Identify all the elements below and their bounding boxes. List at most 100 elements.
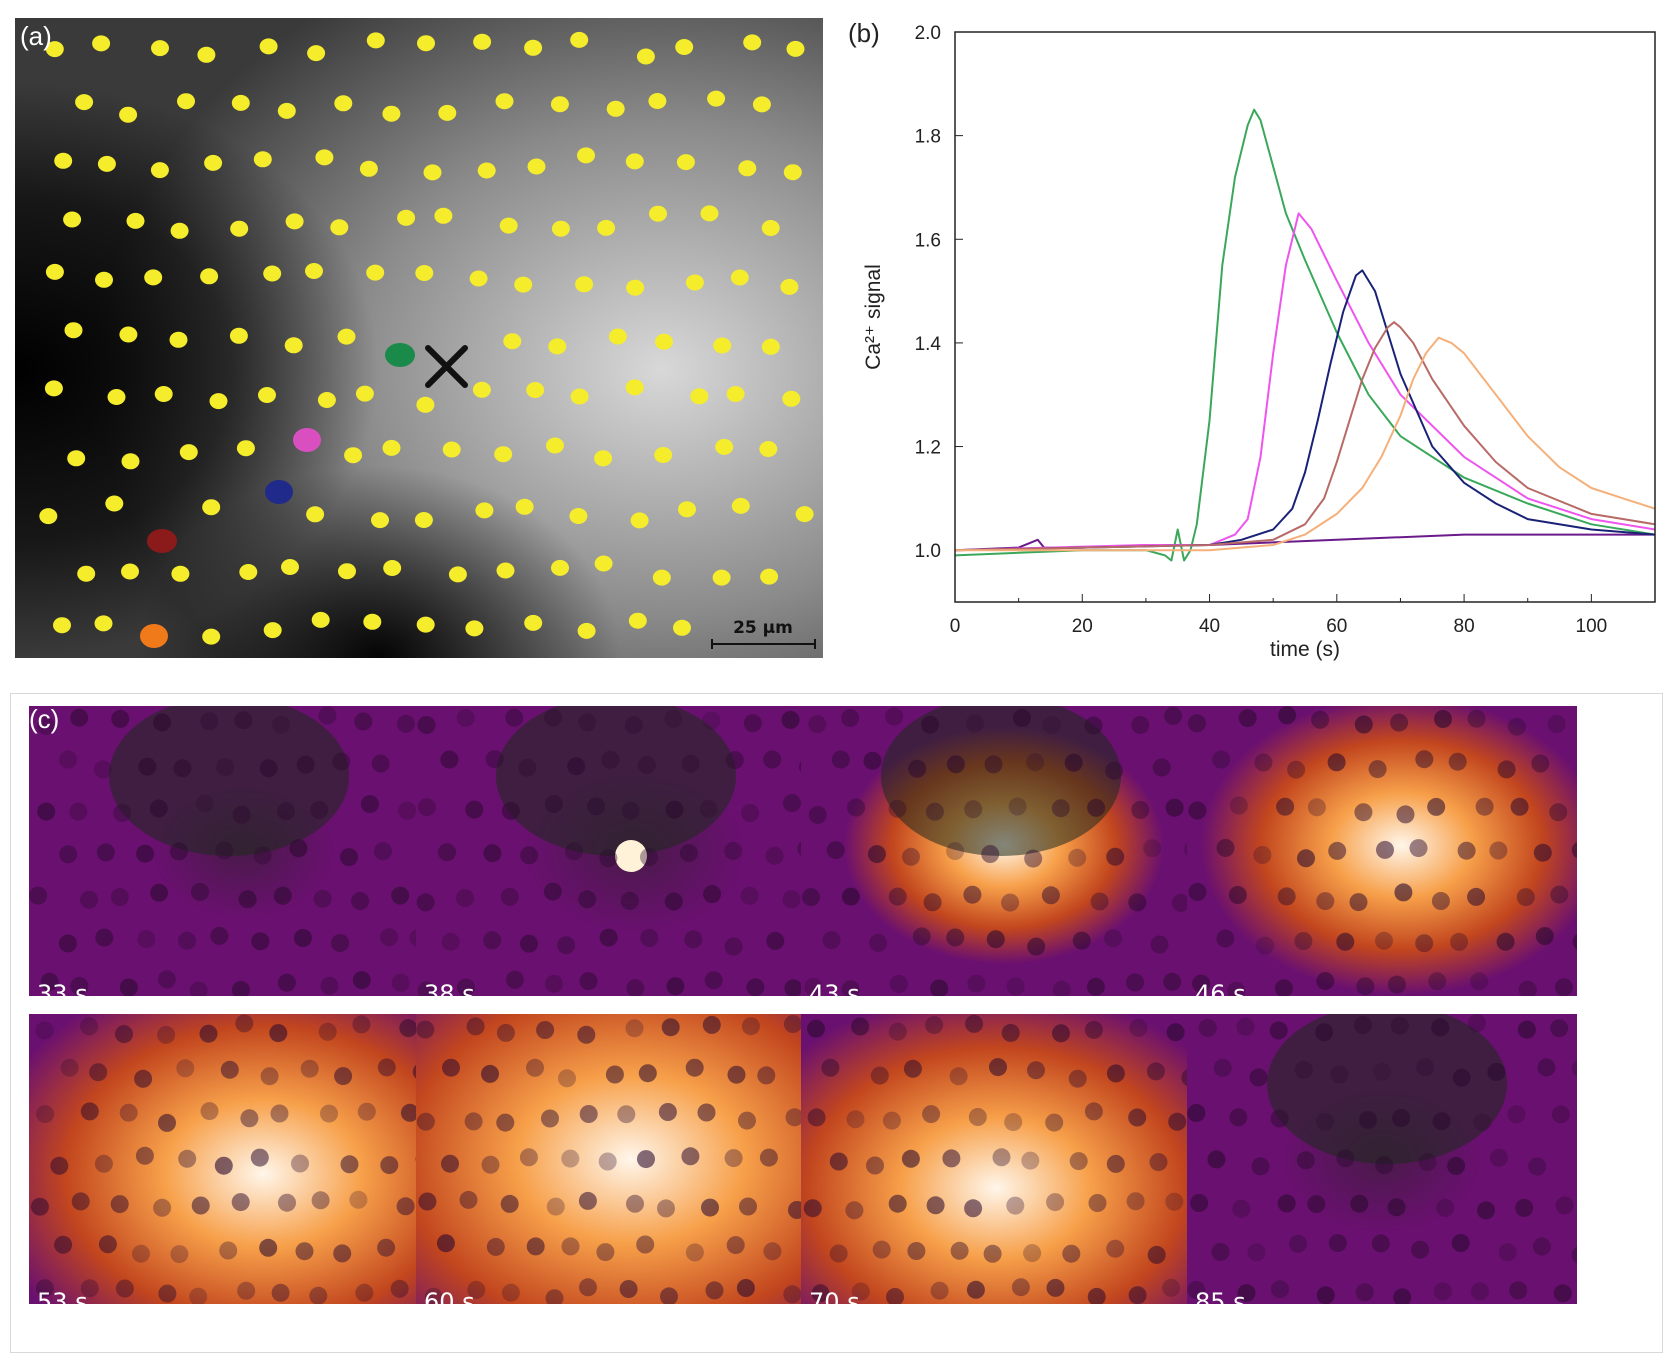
cell-marker (414, 512, 433, 528)
series-line (954, 212, 1656, 552)
frame-time-label: 38 s (424, 980, 475, 1008)
cell-marker (550, 96, 569, 113)
cell-marker (738, 160, 757, 177)
cell-marker (144, 269, 163, 286)
x-tick-label: 100 (1576, 616, 1608, 637)
fluorescence-frame-image (801, 1014, 1191, 1304)
frame-time-label: 60 s (424, 1288, 475, 1316)
cell-marker (678, 501, 696, 518)
cell-marker (685, 274, 704, 291)
frame-time-label: 43 s (809, 980, 860, 1008)
cell-marker (169, 331, 188, 348)
cell-marker (305, 263, 323, 279)
cell-marker (569, 508, 588, 524)
cell-marker (209, 393, 228, 410)
microscopy-image-panel: 25 µm (a) (15, 18, 823, 658)
cell-marker (330, 219, 349, 236)
cell-marker (625, 153, 644, 170)
cell-marker (514, 276, 533, 293)
fluorescence-frame-image (29, 1014, 419, 1304)
cell-marker (94, 615, 113, 632)
cell-marker (726, 386, 745, 402)
cell-marker (334, 95, 353, 112)
frame-time-label: 33 s (37, 980, 88, 1008)
fluorescence-frame-image (416, 1014, 806, 1304)
cell-marker (39, 508, 58, 525)
red-cell-marker (147, 529, 177, 553)
fluorescence-frame-image (1187, 706, 1577, 996)
cell-marker (743, 34, 762, 51)
cell-marker (630, 512, 649, 529)
cell-marker (594, 555, 613, 572)
cell-marker (416, 396, 435, 413)
cell-marker (263, 265, 282, 282)
plot-frame (954, 31, 1656, 603)
cell-marker (496, 562, 515, 579)
frame-time-label: 53 s (37, 1288, 88, 1316)
cell-marker (448, 566, 467, 583)
cell-marker (337, 328, 356, 345)
cell-marker (417, 35, 435, 52)
frame-time-label: 46 s (1195, 980, 1246, 1008)
magenta-cell-marker (293, 428, 321, 452)
cell-marker (177, 93, 195, 110)
timelapse-frame: 53 s (29, 1014, 419, 1324)
fluorescence-frame-image (801, 706, 1191, 996)
cell-marker (712, 569, 731, 586)
cell-marker (606, 100, 625, 117)
cell-marker (197, 46, 216, 63)
frame-time-label: 70 s (809, 1288, 860, 1316)
x-tick-label: 40 (1199, 616, 1220, 637)
cell-marker (597, 219, 616, 236)
cell-marker (45, 263, 64, 280)
cell-marker (382, 439, 401, 456)
panel-a-label: (a) (20, 21, 52, 51)
cell-marker (472, 381, 491, 398)
y-tick-label: 1.4 (915, 334, 942, 355)
cell-marker (628, 612, 647, 629)
cell-marker (423, 164, 442, 181)
cell-marker (551, 559, 569, 576)
cell-marker (44, 380, 63, 397)
cell-marker (67, 450, 86, 467)
cell-marker (780, 278, 799, 295)
y-tick-label: 1.2 (915, 438, 941, 459)
cell-marker (230, 220, 249, 237)
y-axis-title: Ca²⁺ signal (862, 264, 885, 370)
cell-marker (577, 622, 596, 639)
fluorescence-frame-image (1187, 1014, 1577, 1304)
timelapse-frame: 43 s (801, 706, 1191, 1016)
cell-marker (690, 388, 709, 405)
cell-marker (355, 385, 374, 402)
cell-marker (548, 338, 567, 355)
timelapse-frame: 70 s (801, 1014, 1191, 1324)
x-tick-label: 0 (950, 616, 961, 637)
y-tick-label: 1.0 (915, 541, 941, 562)
cell-marker (760, 568, 779, 585)
stimulation-cross-icon (425, 345, 468, 388)
cell-marker (338, 563, 356, 580)
cell-marker (53, 617, 71, 634)
cell-marker (551, 220, 570, 237)
cell-marker (546, 437, 564, 454)
cell-marker (715, 438, 734, 455)
cell-marker (570, 388, 589, 405)
timelapse-frame: 60 s (416, 1014, 806, 1324)
cell-marker (786, 40, 805, 57)
panel-c-label: (c) (29, 704, 60, 734)
series-line (954, 533, 1655, 552)
y-tick-label: 1.8 (915, 127, 941, 148)
cell-marker (438, 104, 457, 121)
cell-marker (285, 213, 304, 230)
cell-marker (524, 39, 543, 56)
cell-marker (673, 619, 691, 636)
cell-marker (795, 506, 814, 523)
cell-marker (761, 338, 780, 355)
x-tick-label: 80 (1454, 616, 1475, 637)
cell-marker (371, 512, 389, 529)
cell-marker (649, 205, 667, 222)
timelapse-frame: 38 s (416, 706, 806, 1016)
cell-marker (45, 41, 64, 58)
timelapse-frame: 85 s (1187, 1014, 1577, 1324)
